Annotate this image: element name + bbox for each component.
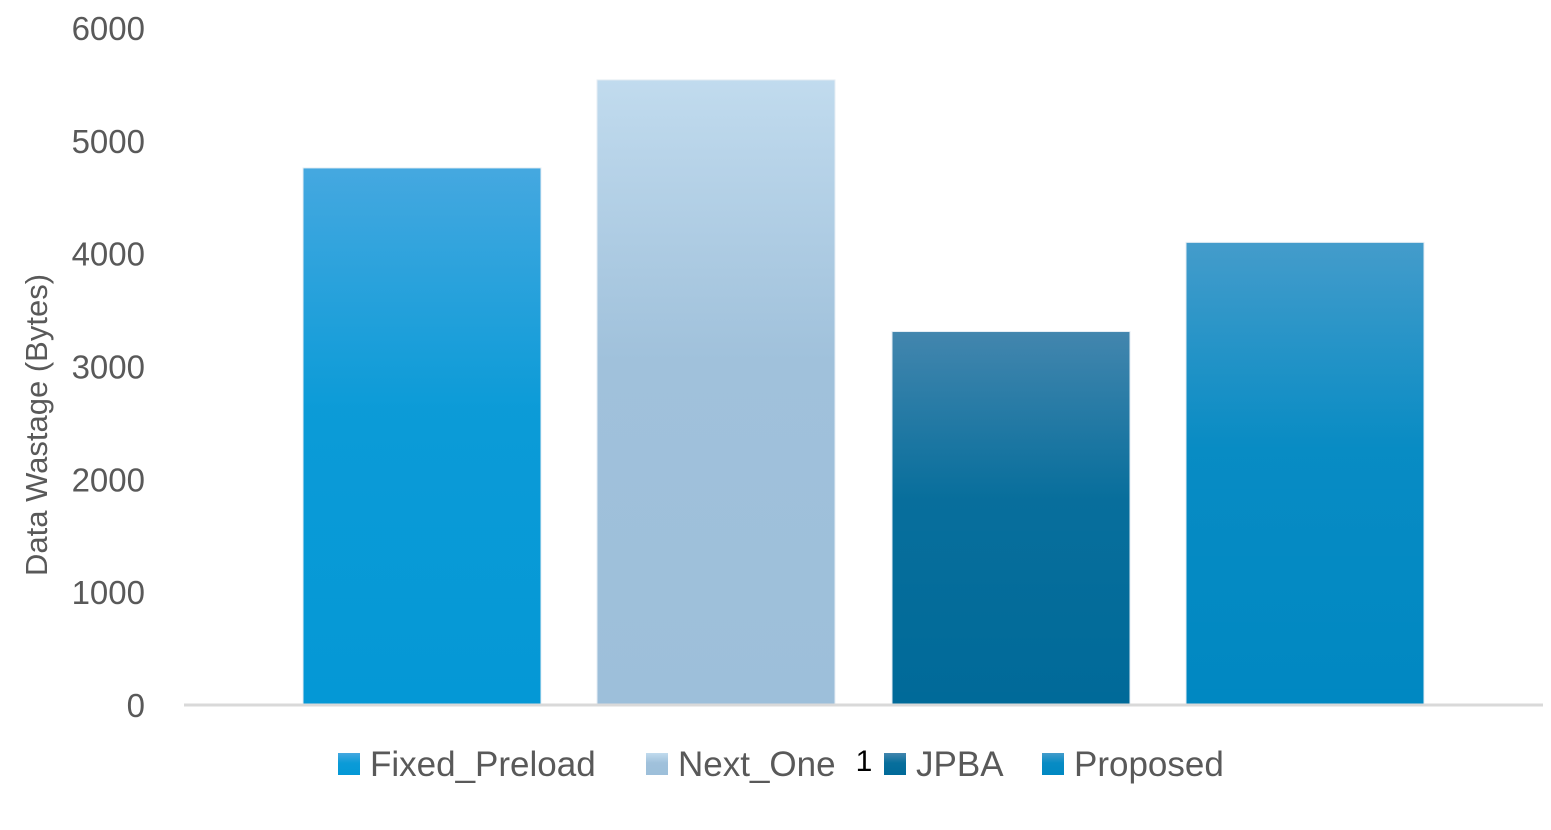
y-tick-label: 0 — [127, 687, 145, 724]
legend-swatch — [884, 753, 906, 775]
legend-label: Next_One — [678, 745, 836, 784]
legend-label: Proposed — [1074, 745, 1224, 784]
x-category-label: 1 — [856, 745, 873, 778]
legend-item: Proposed — [1042, 745, 1224, 784]
legend-swatch — [1042, 753, 1064, 775]
y-tick-label: 1000 — [72, 574, 145, 611]
y-tick-label: 2000 — [72, 461, 145, 498]
legend-item: Next_One — [646, 745, 836, 784]
legend-label: Fixed_Preload — [370, 745, 596, 784]
y-tick-label: 5000 — [72, 123, 145, 160]
bar-next-one — [596, 79, 836, 706]
legend-item: Fixed_Preload — [338, 745, 596, 784]
y-tick-label: 6000 — [72, 10, 145, 47]
bar-jpba — [891, 331, 1131, 706]
legend-swatch — [646, 753, 668, 775]
y-tick-label: 4000 — [72, 236, 145, 273]
legend-item: JPBA — [884, 745, 1004, 784]
y-axis-title: Data Wastage (Bytes) — [19, 274, 54, 576]
bar-proposed — [1185, 241, 1425, 706]
bar-fixed-preload — [302, 167, 542, 706]
legend-label: JPBA — [916, 745, 1004, 784]
bars — [302, 79, 1425, 706]
legend: Fixed_Preload Next_One JPBA Proposed — [338, 745, 1224, 784]
y-tick-label: 3000 — [72, 349, 145, 386]
y-axis-ticks: 0 1000 2000 3000 4000 5000 6000 — [72, 10, 145, 724]
legend-swatch — [338, 753, 360, 775]
